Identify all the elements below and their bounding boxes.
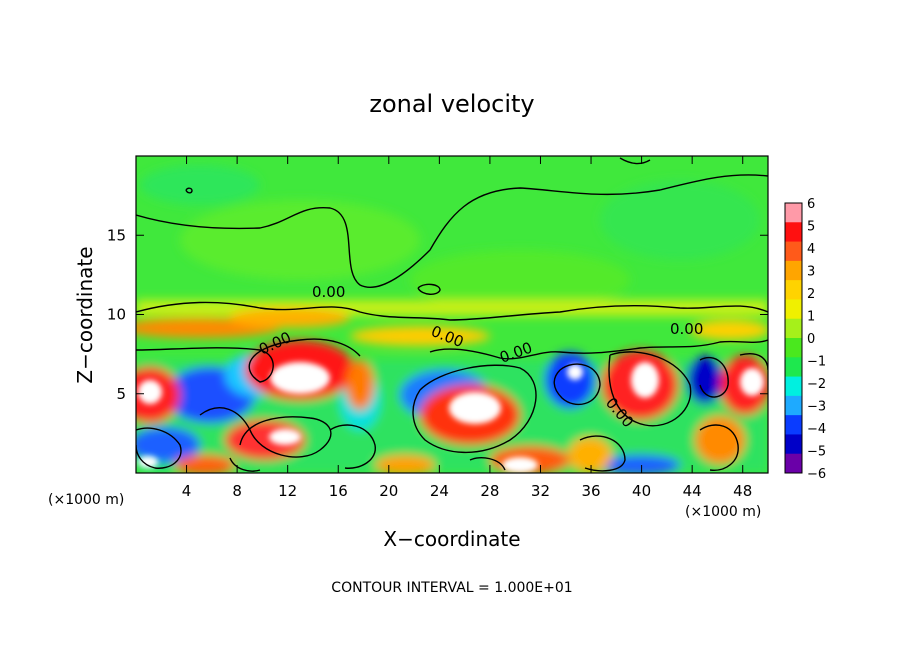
x-tick-label: 8: [232, 482, 242, 500]
colorbar-swatch: [785, 415, 802, 435]
contour-label: 0.00: [312, 283, 345, 301]
colorbar-tick-label: 5: [807, 220, 815, 235]
contour-lines: [136, 157, 768, 472]
x-tick-label: 48: [733, 482, 752, 500]
heatmap-field: [136, 156, 768, 473]
x-tick-label: 40: [632, 482, 651, 500]
colorbar-swatch: [785, 222, 802, 243]
colorbar-frame: [784, 202, 803, 474]
y-tick-label: 15: [107, 226, 126, 244]
x-tick-label: 4: [182, 482, 192, 500]
colorbar-tick-label: 2: [807, 287, 815, 302]
x-tick-label: 28: [480, 482, 499, 500]
colorbar-swatch: [785, 453, 802, 474]
y-axis-ticks: 5 10 15: [107, 226, 768, 403]
x-unit-right: (×1000 m): [685, 504, 761, 520]
contour-interval-note: CONTOUR INTERVAL = 1.000E+01: [331, 580, 572, 596]
colorbar-tick-label: −5: [807, 445, 826, 460]
colorbar-tick-label: −3: [807, 400, 826, 415]
colorbar-tick-label: −4: [807, 422, 826, 437]
x-tick-label: 36: [581, 482, 600, 500]
y-tick-label: 10: [107, 306, 126, 324]
colorbar-swatch: [785, 338, 802, 358]
contour-label: 0.00: [670, 320, 703, 338]
colorbar-tick-label: 0: [807, 332, 815, 347]
x-tick-label: 16: [329, 482, 348, 500]
colorbar-swatch: [785, 241, 802, 262]
x-tick-label: 12: [278, 482, 297, 500]
colorbar-swatch: [785, 376, 802, 397]
colorbar-tick-label: 1: [807, 310, 815, 325]
colorbar-tick-label: 6: [807, 197, 815, 212]
x-tick-label: 24: [430, 482, 449, 500]
colorbar-swatch: [785, 260, 802, 281]
y-axis-label: Z−coordinate: [73, 246, 97, 383]
x-axis-label: X−coordinate: [383, 527, 520, 551]
colorbar-swatch: [785, 395, 802, 416]
colorbar-tick-label: −2: [807, 377, 826, 392]
colorbar-swatch: [785, 357, 802, 378]
colorbar-swatch: [785, 434, 802, 455]
colorbar-tick-label: −1: [807, 355, 826, 370]
y-tick-label: 5: [116, 385, 126, 403]
colorbar: 6 5 4 3 2 1 0 −1 −2 −3 −4 −5 −6: [784, 197, 826, 482]
x-tick-label: 20: [379, 482, 398, 500]
colorbar-swatch: [785, 203, 802, 223]
x-tick-label: 32: [531, 482, 550, 500]
x-unit-left: (×1000 m): [48, 492, 124, 508]
colorbar-swatch: [785, 299, 802, 320]
colorbar-swatch: [785, 280, 802, 300]
colorbar-tick-label: 4: [807, 242, 815, 257]
chart-title: zonal velocity: [369, 90, 534, 118]
colorbar-tick-label: −6: [807, 467, 826, 482]
x-axis-ticks: 4 8 12 16 20 24 28 32 36 40 44 48: [182, 156, 752, 500]
colorbar-swatch: [785, 318, 802, 339]
x-tick-label: 44: [683, 482, 702, 500]
colorbar-tick-label: 3: [807, 265, 815, 280]
